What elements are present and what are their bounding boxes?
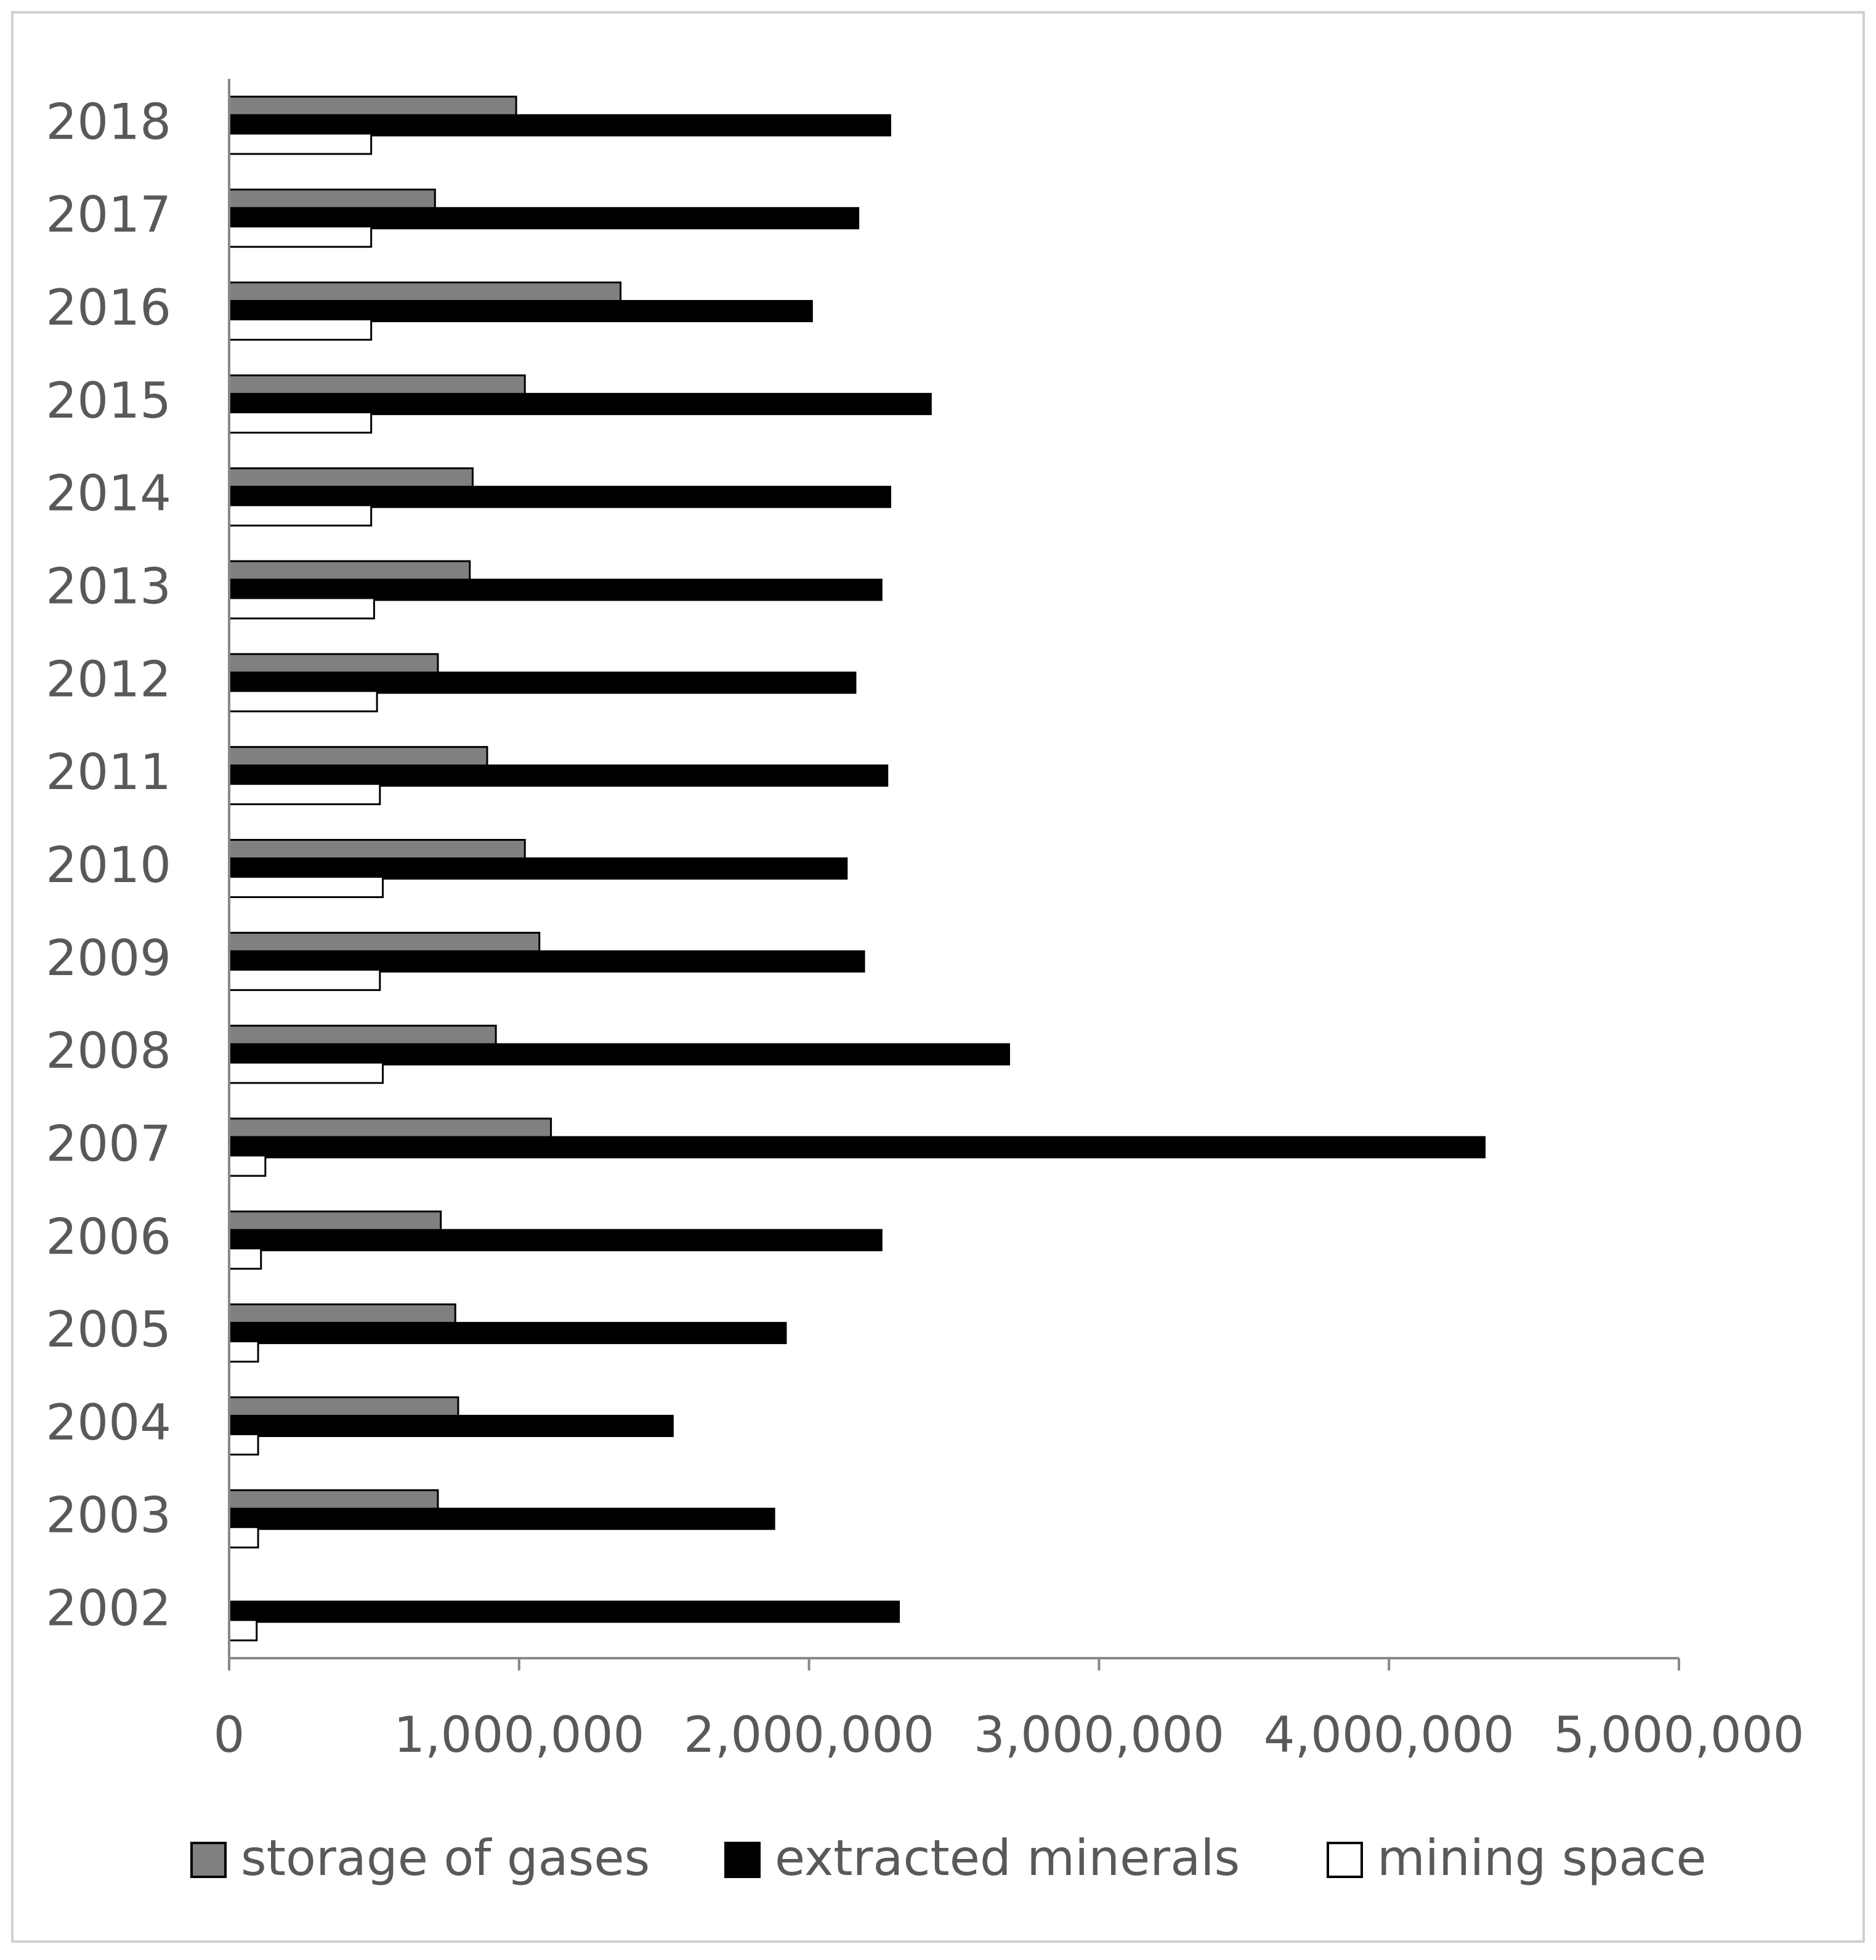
bar xyxy=(228,1229,883,1252)
x-tick-label: 4,000,000 xyxy=(1264,1706,1514,1764)
x-tick-label: 3,000,000 xyxy=(974,1706,1224,1764)
bar xyxy=(228,188,436,211)
bar xyxy=(228,764,889,787)
x-tick-label: 1,000,000 xyxy=(394,1706,644,1764)
bar xyxy=(228,1433,259,1456)
bar xyxy=(228,578,883,601)
bar xyxy=(228,1507,775,1530)
y-tick-label: 2013 xyxy=(46,557,171,615)
y-tick-label: 2009 xyxy=(46,929,171,987)
bar xyxy=(228,876,384,898)
bar xyxy=(228,1340,259,1363)
y-tick-label: 2018 xyxy=(46,93,171,150)
y-tick-label: 2007 xyxy=(46,1115,171,1172)
bar xyxy=(228,1154,267,1177)
bar xyxy=(228,950,865,973)
y-tick-label: 2016 xyxy=(46,279,171,336)
y-tick-label: 2012 xyxy=(46,650,171,708)
bar xyxy=(228,1247,262,1270)
bar xyxy=(228,1117,552,1140)
bar xyxy=(228,1489,439,1512)
bar xyxy=(228,467,474,490)
legend-label: extracted minerals xyxy=(775,1829,1240,1887)
y-tick-label: 2005 xyxy=(46,1301,171,1358)
bar xyxy=(228,1396,459,1419)
bar xyxy=(228,95,517,118)
y-tick-label: 2015 xyxy=(46,372,171,429)
bar xyxy=(228,597,375,620)
legend-swatch xyxy=(190,1842,227,1878)
bar xyxy=(228,225,373,248)
bar xyxy=(228,114,891,137)
bar xyxy=(228,392,932,415)
bar xyxy=(228,1414,674,1437)
bar xyxy=(228,1024,497,1047)
bar xyxy=(228,281,622,304)
bar xyxy=(228,1210,442,1233)
bar xyxy=(228,1600,900,1623)
x-tick-label: 0 xyxy=(214,1706,245,1764)
bar xyxy=(228,671,857,694)
bar xyxy=(228,746,488,769)
bar xyxy=(228,839,526,861)
bar xyxy=(228,504,373,527)
bar xyxy=(228,1136,1486,1159)
y-tick-label: 2008 xyxy=(46,1023,171,1080)
bar xyxy=(228,485,891,508)
y-tick-label: 2010 xyxy=(46,836,171,894)
legend-label: mining space xyxy=(1377,1829,1707,1887)
legend-label: storage of gases xyxy=(241,1829,650,1887)
bar xyxy=(228,1043,1010,1066)
y-tick-label: 2014 xyxy=(46,465,171,522)
y-tick-label: 2003 xyxy=(46,1487,171,1544)
legend-swatch xyxy=(1327,1842,1363,1878)
bar xyxy=(228,374,526,397)
bar xyxy=(228,1061,384,1084)
bar xyxy=(228,783,381,806)
bar xyxy=(228,132,373,155)
bar xyxy=(228,931,541,954)
bar xyxy=(228,968,381,991)
legend-swatch xyxy=(724,1842,761,1878)
bar xyxy=(228,1619,258,1642)
bar xyxy=(228,1526,259,1549)
y-tick-label: 2017 xyxy=(46,186,171,243)
y-tick-label: 2011 xyxy=(46,743,171,801)
bar xyxy=(228,857,848,880)
x-tick-label: 5,000,000 xyxy=(1553,1706,1804,1764)
bar xyxy=(228,1322,787,1345)
y-tick-label: 2002 xyxy=(46,1580,171,1637)
bar xyxy=(228,300,813,323)
x-tick-label: 2,000,000 xyxy=(684,1706,934,1764)
bar xyxy=(228,318,373,341)
bar xyxy=(228,411,373,434)
bar xyxy=(228,653,439,676)
bar xyxy=(228,560,471,583)
bar xyxy=(228,1303,456,1326)
bar xyxy=(228,207,860,230)
y-tick-label: 2006 xyxy=(46,1208,171,1265)
y-tick-label: 2004 xyxy=(46,1394,171,1451)
bar xyxy=(228,690,378,713)
